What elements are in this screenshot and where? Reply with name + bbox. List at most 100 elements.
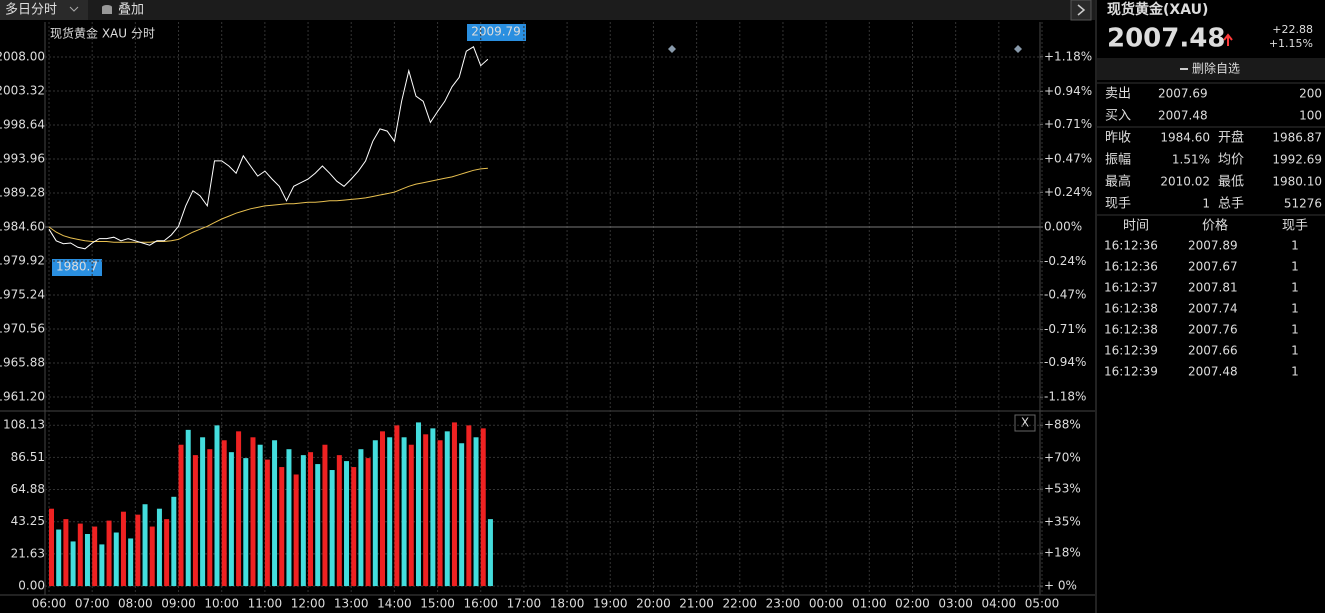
- y2-tick-label: 0.00%: [1044, 220, 1082, 234]
- volume-bar: [487, 519, 493, 587]
- y-tick-label: 1989.28: [0, 186, 45, 200]
- dropdown-icon: [69, 6, 79, 12]
- volume-bar: [264, 459, 270, 587]
- volume-bar: [171, 496, 177, 587]
- volume-bar: [236, 431, 242, 587]
- volume-bar: [415, 422, 421, 587]
- stat-label: 振幅: [1105, 153, 1131, 168]
- trades-header: 时间: [1123, 219, 1149, 234]
- remove-button[interactable]: [1097, 58, 1325, 80]
- y2-tick-label: +53%: [1044, 482, 1081, 496]
- volume-bar: [178, 444, 184, 587]
- high-annotation: 2009.79: [471, 25, 521, 39]
- x-tick-label: 15:00: [420, 597, 455, 611]
- y-tick-label: 1993.96: [0, 152, 45, 166]
- x-tick-label: 20:00: [636, 597, 671, 611]
- y2-tick-label: +0.47%: [1044, 152, 1092, 166]
- y2-tick-label: +0.24%: [1044, 185, 1092, 199]
- volume-bar: [437, 440, 443, 587]
- volume-bar: [250, 437, 256, 587]
- trade-qty: 1: [1291, 344, 1299, 358]
- close-button[interactable]: [1014, 414, 1036, 432]
- trade-time: 16:12:39: [1104, 344, 1158, 358]
- book-price: 2007.48: [1158, 109, 1208, 123]
- trade-qty: 1: [1291, 239, 1299, 253]
- volume-bar: [336, 455, 342, 587]
- trade-qty: 1: [1291, 323, 1299, 337]
- y-tick-label: 2008.00: [0, 50, 45, 64]
- book-qty: 100: [1299, 109, 1322, 123]
- volume-bar: [451, 422, 457, 587]
- volume-bar: [423, 434, 429, 587]
- y-tick-label: 1965.88: [0, 355, 45, 369]
- y-tick-label: 108.13: [3, 418, 45, 432]
- close-label[interactable]: X: [1021, 416, 1029, 430]
- quote-price: 2007.48: [1107, 24, 1225, 54]
- volume-bar: [394, 425, 400, 587]
- trade-price: 2007.66: [1188, 344, 1238, 358]
- volume-bar: [56, 529, 62, 587]
- volume-bar: [480, 428, 486, 587]
- x-tick-label: 02:00: [895, 597, 930, 611]
- stat-value: 1992.69: [1272, 153, 1322, 167]
- volume-bar: [459, 443, 465, 587]
- y2-tick-label: +18%: [1044, 546, 1081, 560]
- volume-bar: [70, 541, 76, 587]
- trade-time: 16:12:38: [1104, 302, 1158, 316]
- collapse-button[interactable]: [1070, 0, 1092, 21]
- y2-tick-label: -0.47%: [1044, 287, 1086, 301]
- volume-bar: [300, 455, 306, 587]
- period-label[interactable]: 多日分时: [5, 2, 57, 18]
- x-tick-label: 10:00: [204, 597, 239, 611]
- stat-label: 现手: [1105, 197, 1131, 212]
- quote-change-pct: +1.15%: [1269, 37, 1313, 50]
- y2-tick-label: + 0%: [1044, 579, 1077, 593]
- stat-value: 1980.10: [1272, 175, 1322, 189]
- price-line: [48, 167, 488, 243]
- chevron: [1077, 4, 1086, 16]
- y-tick-label: 1970.56: [0, 321, 45, 335]
- volume-bar: [272, 440, 278, 587]
- stat-label: 总手: [1218, 197, 1244, 212]
- trade-qty: 1: [1291, 302, 1299, 316]
- trade-price: 2007.74: [1188, 302, 1238, 316]
- toolbar: [0, 0, 1095, 20]
- volume-bar: [192, 455, 198, 587]
- stat-label: 最高: [1105, 174, 1131, 190]
- x-tick-label: 21:00: [679, 597, 714, 611]
- volume-bar: [99, 544, 105, 587]
- volume-bar: [279, 467, 285, 587]
- x-tick-label: 08:00: [118, 597, 153, 611]
- y2-tick-label: +1.18%: [1044, 49, 1092, 63]
- y-tick-label: 1979.92: [0, 253, 45, 267]
- x-tick-label: 12:00: [291, 597, 326, 611]
- quote-title: 现货黄金(XAU): [1107, 1, 1208, 18]
- volume-bar: [156, 508, 162, 587]
- volume-bar: [63, 519, 69, 587]
- volume-bar: [120, 511, 126, 587]
- trade-time: 16:12:38: [1104, 323, 1158, 337]
- y-tick-label: 43.25: [11, 514, 45, 528]
- y2-tick-label: +70%: [1044, 451, 1081, 465]
- trade-price: 2007.81: [1188, 281, 1238, 295]
- volume-bar: [128, 538, 134, 587]
- volume-bar: [387, 437, 393, 587]
- x-tick-label: 09:00: [161, 597, 196, 611]
- volume-bar: [185, 429, 191, 587]
- trade-price: 2007.48: [1188, 365, 1238, 379]
- book-side: 买入: [1105, 109, 1131, 124]
- remove-label[interactable]: 删除自选: [1192, 61, 1240, 76]
- x-tick-label: 07:00: [75, 597, 110, 611]
- period-select[interactable]: [0, 0, 88, 20]
- overlay-button[interactable]: 叠加: [118, 3, 144, 18]
- volume-bar: [322, 444, 328, 587]
- price-line: [48, 46, 489, 250]
- volume-bar: [243, 458, 249, 587]
- y-tick-label: 1984.60: [0, 220, 45, 234]
- volume-bar: [308, 452, 314, 587]
- y2-tick-label: +0.94%: [1044, 84, 1092, 98]
- x-tick-label: 16:00: [463, 597, 498, 611]
- y-tick-label: 64.88: [11, 482, 45, 496]
- x-tick-label: 17:00: [507, 597, 542, 611]
